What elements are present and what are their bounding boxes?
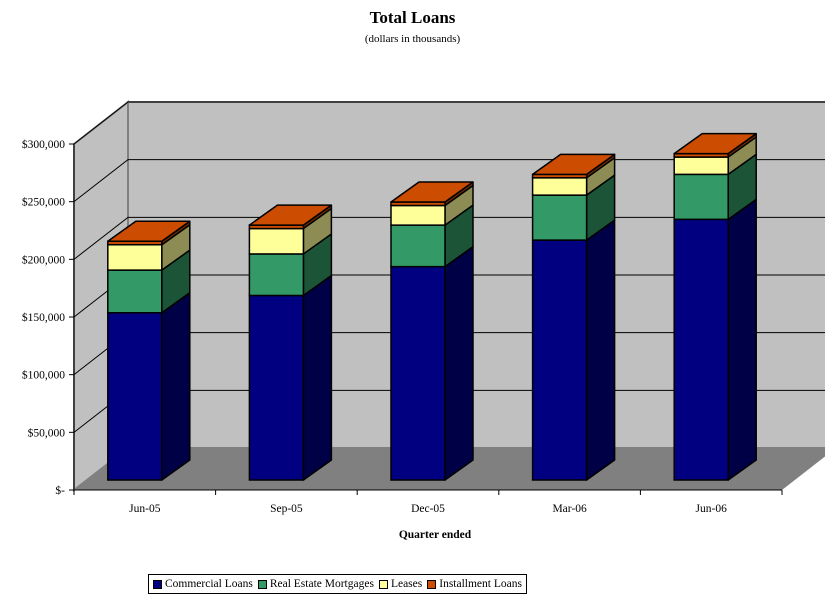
- y-tick-label: $-: [55, 484, 65, 497]
- bar-segment: [390, 184, 474, 226]
- bar-segment: [531, 157, 616, 196]
- chart-subtitle: (dollars in thousands): [364, 33, 461, 45]
- x-tick-label: Jun-05: [129, 503, 161, 515]
- bar-front: [248, 227, 305, 255]
- legend-label: Installment Loans: [439, 578, 522, 590]
- legend-item: Commercial Loans: [153, 578, 253, 590]
- legend-label: Real Estate Mortgages: [269, 578, 374, 590]
- legend-swatch: [153, 579, 162, 589]
- bar-side: [727, 198, 757, 481]
- y-tick-label: $200,000: [22, 253, 65, 266]
- bar-front: [248, 294, 305, 481]
- bar-top: [248, 204, 333, 226]
- bar-segment: [673, 132, 757, 158]
- bar-top: [390, 181, 474, 203]
- bar-top: [531, 153, 616, 176]
- y-tick-label: $300,000: [22, 138, 65, 151]
- bar-segment: [531, 219, 616, 481]
- bar-side: [585, 219, 616, 481]
- x-tick-label: Dec-05: [411, 503, 445, 515]
- legend-swatch: [378, 579, 388, 589]
- bar-segment: [248, 204, 333, 230]
- bar-front: [390, 265, 446, 481]
- bar-segment: [107, 292, 191, 481]
- bar-segment: [531, 153, 616, 179]
- bar-side: [302, 274, 333, 481]
- bar-segment: [390, 181, 474, 207]
- gridline: [73, 101, 825, 145]
- x-tick-label: Sep-05: [270, 503, 303, 515]
- bar-front: [107, 243, 163, 271]
- bar-segment: [248, 274, 333, 481]
- y-tick-label: $150,000: [22, 311, 65, 324]
- bar-segment: [531, 174, 616, 241]
- bar-side: [444, 245, 474, 481]
- axes: $- $50,000 $100,000 $150,000 $200,000 $250,00…: [22, 138, 783, 541]
- bar-top: [107, 220, 191, 243]
- x-tick-label: Mar-06: [552, 503, 587, 515]
- x-tick-label: Jun-06: [696, 503, 728, 515]
- legend-swatch: [427, 579, 437, 589]
- bar-top: [673, 132, 757, 155]
- y-tick-label: $100,000: [22, 369, 65, 382]
- y-tick-label: $50,000: [28, 426, 66, 439]
- y-tick-label: $250,000: [22, 196, 65, 209]
- bar-group: [107, 132, 757, 481]
- legend-label: Commercial Loans: [165, 578, 253, 590]
- bar-front: [107, 269, 163, 314]
- bar-segment: [390, 245, 474, 481]
- legend: Commercial Loans Real Estate Mortgages Lea…: [148, 574, 527, 594]
- legend-item: Installment Loans: [427, 578, 522, 590]
- bar-segment: [248, 207, 333, 255]
- bar-front: [531, 177, 588, 196]
- bar-segment: [107, 223, 191, 271]
- bar-front: [673, 173, 729, 221]
- bar-front: [673, 156, 729, 176]
- bar-segment: [673, 198, 757, 481]
- legend-item: Real Estate Mortgages: [257, 578, 374, 590]
- bar-segment: [107, 220, 191, 246]
- bar-side: [161, 292, 191, 481]
- bar-front: [531, 194, 588, 241]
- bar-front: [248, 253, 305, 297]
- legend-item: Leases: [378, 578, 423, 590]
- bar-front: [390, 224, 446, 268]
- bar-front: [390, 204, 446, 226]
- bar-front: [673, 218, 729, 481]
- legend-swatch: [257, 579, 267, 589]
- bar-front: [107, 312, 163, 481]
- legend-label: Leases: [390, 578, 423, 590]
- chart-title: Total Loans: [369, 8, 456, 27]
- bar-front: [531, 239, 588, 481]
- x-axis-title: Quarter ended: [399, 529, 472, 541]
